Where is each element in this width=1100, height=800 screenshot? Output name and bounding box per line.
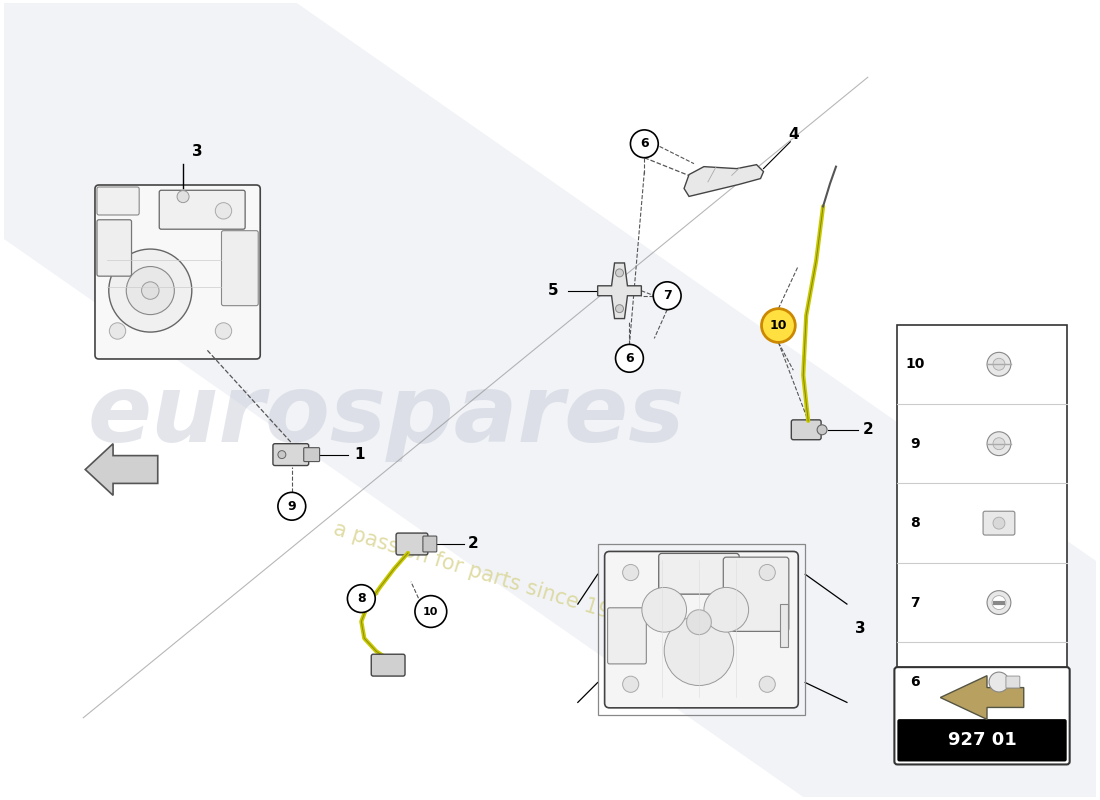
Circle shape	[664, 616, 734, 686]
FancyBboxPatch shape	[607, 608, 647, 664]
Text: 927 01: 927 01	[948, 731, 1016, 750]
Circle shape	[216, 322, 232, 339]
Circle shape	[216, 202, 232, 219]
Text: 9: 9	[911, 437, 920, 450]
FancyBboxPatch shape	[221, 230, 258, 306]
Circle shape	[992, 596, 1005, 610]
Circle shape	[616, 344, 644, 372]
Circle shape	[686, 610, 712, 634]
FancyBboxPatch shape	[724, 557, 789, 631]
Circle shape	[987, 432, 1011, 456]
FancyBboxPatch shape	[97, 187, 140, 215]
Circle shape	[623, 565, 639, 581]
FancyBboxPatch shape	[304, 448, 320, 462]
Text: 4: 4	[788, 127, 799, 142]
Circle shape	[415, 596, 447, 627]
Text: 7: 7	[911, 595, 920, 610]
Circle shape	[759, 676, 775, 692]
Circle shape	[704, 587, 749, 632]
Circle shape	[993, 438, 1005, 450]
Text: 2: 2	[468, 537, 478, 551]
Circle shape	[126, 266, 174, 314]
Text: 8: 8	[911, 516, 920, 530]
FancyBboxPatch shape	[898, 325, 1067, 722]
FancyBboxPatch shape	[273, 444, 309, 466]
Circle shape	[642, 587, 686, 632]
Polygon shape	[597, 263, 641, 318]
FancyBboxPatch shape	[894, 667, 1069, 765]
Polygon shape	[940, 676, 1024, 719]
FancyBboxPatch shape	[983, 511, 1015, 535]
Text: a passion for parts since 1965: a passion for parts since 1965	[331, 519, 638, 630]
Text: 1: 1	[354, 447, 365, 462]
FancyBboxPatch shape	[160, 190, 245, 229]
Circle shape	[348, 585, 375, 613]
Polygon shape	[86, 444, 157, 495]
FancyBboxPatch shape	[659, 554, 739, 594]
FancyBboxPatch shape	[1005, 676, 1020, 688]
Circle shape	[177, 190, 189, 202]
Circle shape	[630, 130, 658, 158]
Text: 3: 3	[855, 621, 866, 636]
Text: 10: 10	[770, 319, 788, 332]
Polygon shape	[684, 165, 763, 197]
Text: 10: 10	[905, 358, 925, 371]
Text: 6: 6	[911, 675, 920, 689]
Circle shape	[759, 565, 775, 581]
Circle shape	[993, 517, 1005, 529]
Circle shape	[987, 590, 1011, 614]
Circle shape	[278, 492, 306, 520]
Text: 2: 2	[862, 422, 873, 438]
Circle shape	[989, 672, 1009, 692]
Circle shape	[817, 425, 827, 434]
Text: 9: 9	[287, 500, 296, 513]
FancyBboxPatch shape	[780, 603, 789, 647]
Text: 8: 8	[358, 592, 365, 605]
Text: 3: 3	[192, 144, 202, 159]
Circle shape	[278, 450, 286, 458]
Circle shape	[109, 322, 125, 339]
Circle shape	[109, 249, 191, 332]
Circle shape	[987, 352, 1011, 376]
Text: 10: 10	[424, 606, 439, 617]
FancyBboxPatch shape	[396, 533, 428, 555]
Circle shape	[993, 358, 1005, 370]
Circle shape	[653, 282, 681, 310]
Circle shape	[616, 305, 624, 313]
Circle shape	[761, 309, 795, 342]
Circle shape	[142, 282, 160, 299]
FancyBboxPatch shape	[791, 420, 821, 440]
FancyBboxPatch shape	[422, 536, 437, 552]
Circle shape	[616, 269, 624, 277]
Text: 6: 6	[640, 138, 649, 150]
FancyBboxPatch shape	[97, 220, 132, 276]
Text: 5: 5	[548, 283, 558, 298]
Text: 7: 7	[663, 290, 672, 302]
FancyBboxPatch shape	[605, 551, 799, 708]
FancyBboxPatch shape	[95, 185, 261, 359]
Text: eurospares: eurospares	[87, 370, 685, 462]
Text: 6: 6	[625, 352, 634, 365]
FancyBboxPatch shape	[372, 654, 405, 676]
Circle shape	[623, 676, 639, 692]
FancyBboxPatch shape	[898, 719, 1067, 762]
